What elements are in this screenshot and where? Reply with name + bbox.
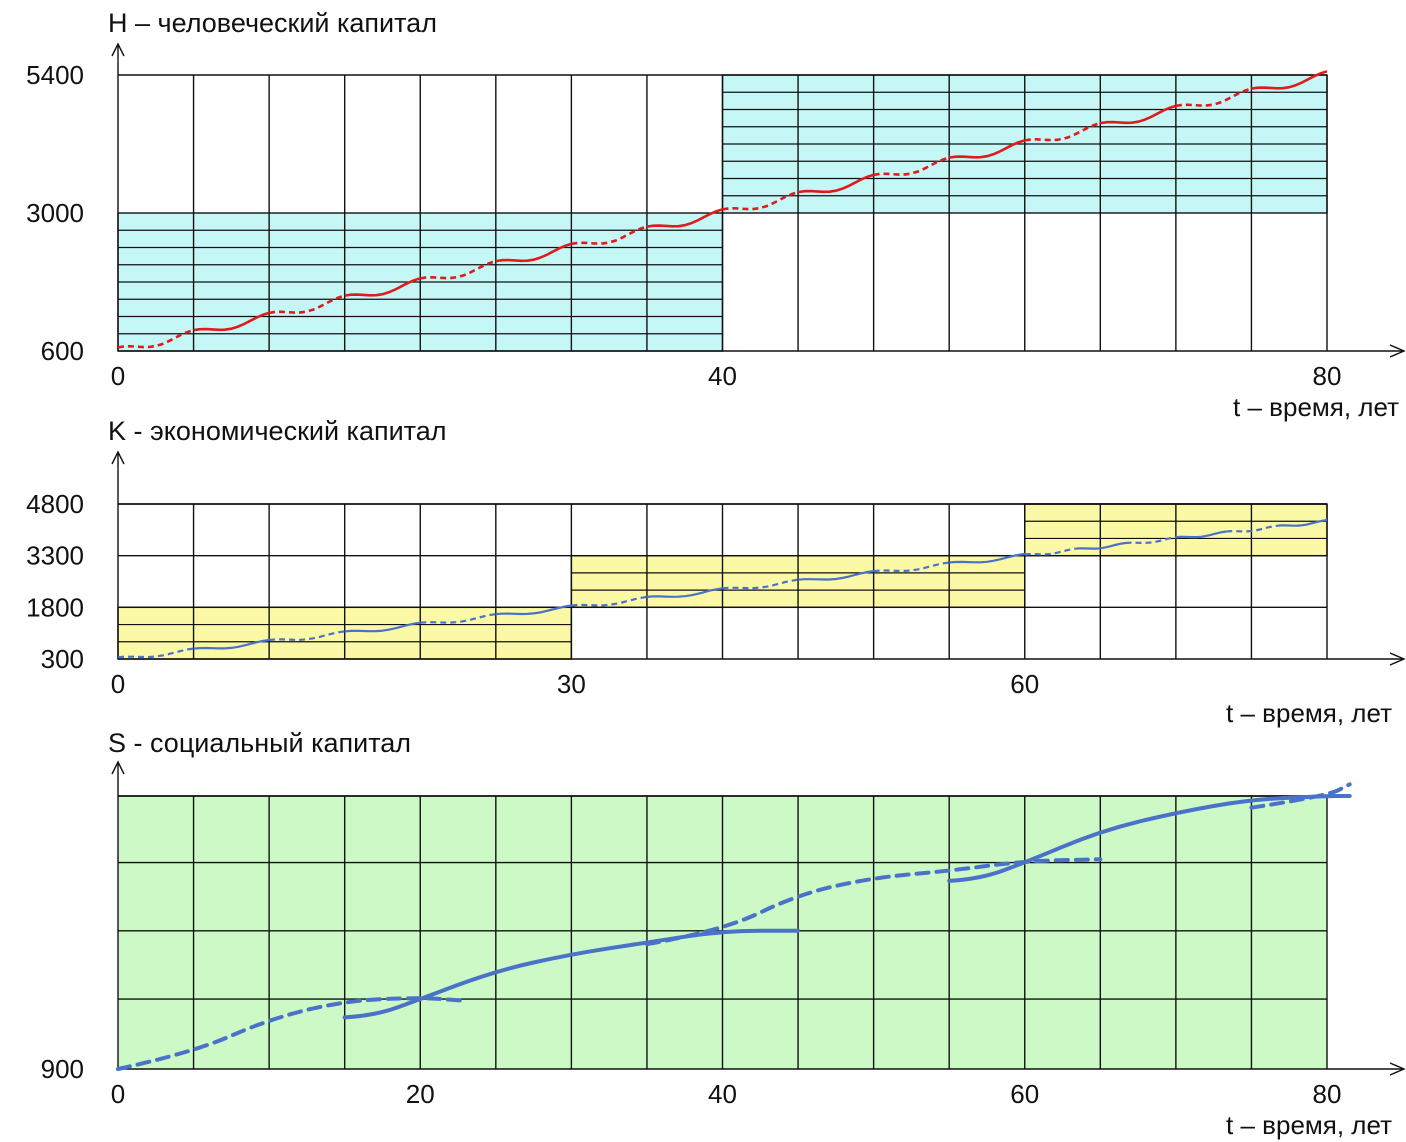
series-line-segment (1125, 536, 1177, 545)
series-line-segment (1024, 547, 1076, 556)
series-line-segment (797, 173, 874, 194)
series-line-dashed (644, 857, 1103, 947)
x-tick-label: 20 (406, 1079, 435, 1109)
series-line-segment (193, 311, 270, 332)
series-line-segment (571, 225, 648, 246)
series-line-segment (495, 242, 572, 263)
x-tick-label: 30 (557, 669, 586, 699)
chart-title: K - экономический капитал (108, 416, 447, 446)
x-axis-arrow (1389, 1062, 1406, 1076)
series-line-segment (117, 328, 194, 349)
series-line-segment (646, 587, 723, 598)
series-line-segment (420, 259, 497, 280)
x-axis-arrow (1389, 652, 1406, 666)
series-line-segment (873, 156, 950, 177)
chart-title: S - социальный капитал (108, 728, 411, 758)
series-line-segment (1075, 541, 1126, 550)
series-line-segment (873, 561, 950, 573)
series-line-segment (1024, 121, 1101, 142)
y-tick-label: 900 (41, 1054, 84, 1084)
x-tick-label: 60 (1010, 1079, 1039, 1109)
y-tick-label: 3000 (26, 198, 84, 228)
series-line-segment (1100, 104, 1177, 125)
chart-economic-capital: 0 30 60 300 1800 3300 4800 K - экономический к… (26, 416, 1406, 728)
x-axis-label: t – время, лет (1233, 392, 1399, 422)
chart-human-capital: 0 40 80 600 3000 5400 H – человеческий капита… (26, 8, 1406, 422)
x-tick-label: 40 (708, 1079, 737, 1109)
chart-title: H – человеческий капитал (108, 8, 437, 38)
series-line-segment (495, 604, 572, 616)
series-line-segment (117, 647, 194, 659)
series-line-segment (344, 277, 421, 297)
series-line-segment (344, 621, 421, 633)
series-line-segment (1276, 518, 1328, 527)
x-axis-label: t – время, лет (1226, 1110, 1392, 1140)
y-tick-label: 3300 (26, 541, 84, 571)
series-line-segment (1251, 70, 1328, 90)
series-line-segment (798, 570, 874, 581)
chart-social-capital: 0 20 40 60 80 900 S - социальный капитал t – … (41, 728, 1406, 1140)
x-tick-label: 40 (708, 361, 737, 391)
series-line-segment (193, 638, 270, 650)
x-axis-label: t – время, лет (1226, 698, 1392, 728)
series-line-segment (722, 578, 799, 590)
series-line-segment (1175, 87, 1252, 108)
series-line-segment (420, 613, 496, 624)
x-tick-label: 80 (1313, 361, 1342, 391)
series-line-segment (646, 208, 723, 228)
series-line-segment (949, 139, 1026, 159)
x-axis-arrow (1389, 344, 1406, 358)
series-line-dashed (1249, 782, 1352, 810)
series-line-segment (949, 552, 1025, 564)
y-tick-label: 4800 (26, 489, 84, 519)
series-line-segment (268, 294, 346, 315)
x-tick-label: 80 (1313, 1079, 1342, 1109)
x-tick-label: 0 (111, 1079, 125, 1109)
y-tick-label: 600 (41, 336, 84, 366)
x-tick-label: 60 (1010, 669, 1039, 699)
series-line-segment (1175, 530, 1227, 539)
series-line-segment (1226, 524, 1277, 533)
x-tick-label: 0 (111, 361, 125, 391)
y-axis-arrow (111, 760, 125, 775)
y-tick-label: 300 (41, 644, 84, 674)
series-line-segment (571, 595, 648, 607)
series-line-solid (947, 794, 1352, 883)
series-line-segment (722, 190, 799, 211)
series-line-dashed (116, 996, 468, 1071)
y-axis-arrow (111, 42, 125, 57)
y-tick-label: 5400 (26, 60, 84, 90)
y-tick-label: 1800 (26, 592, 84, 622)
series-line-segment (269, 630, 345, 642)
x-tick-label: 0 (111, 669, 125, 699)
y-axis-arrow (111, 450, 125, 465)
